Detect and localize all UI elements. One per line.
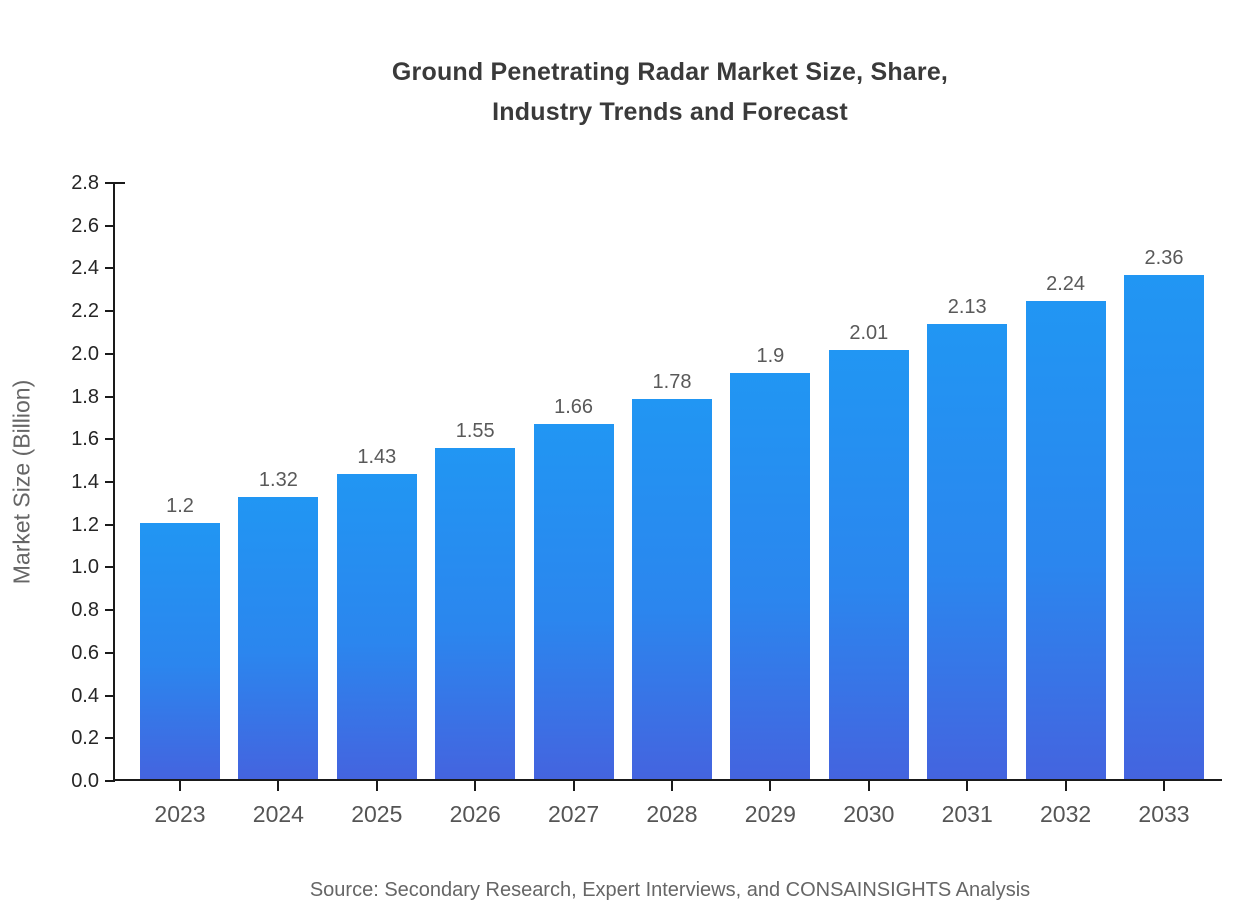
bar-value-label-2031: 2.13 — [947, 296, 987, 319]
y-tick-mark — [105, 651, 115, 654]
y-tick-label: 0.6 — [71, 641, 99, 664]
x-tick-label-2023: 2023 — [154, 801, 206, 827]
x-tick-label-2024: 2024 — [252, 801, 304, 827]
x-tick-mark — [966, 781, 969, 791]
x-tick-label-2025: 2025 — [351, 801, 403, 827]
y-tick-mark — [105, 352, 115, 355]
y-tick-label: 2.0 — [71, 342, 99, 365]
chart-title-line-2: Industry Trends and Forecast — [492, 98, 848, 126]
x-tick-label-2026: 2026 — [449, 801, 501, 827]
y-tick-mark — [105, 694, 115, 697]
bar-2033 — [1124, 274, 1204, 779]
y-axis-label-text: Market Size (Billion) — [8, 379, 35, 585]
x-tick-label-2030: 2030 — [843, 801, 895, 827]
bar-2030 — [828, 349, 909, 779]
bar-2028 — [632, 398, 712, 779]
bar-2032 — [1025, 300, 1106, 779]
bar-value-label-2024: 1.32 — [258, 469, 298, 492]
y-tick-label: 0.4 — [71, 684, 99, 707]
bar-value-label-2033: 2.36 — [1144, 246, 1184, 269]
x-tick-label-2029: 2029 — [744, 801, 796, 827]
y-tick-mark — [105, 310, 115, 313]
bar-2024 — [238, 497, 319, 779]
x-tick-mark — [1064, 781, 1067, 791]
source-note: Source: Secondary Research, Expert Inter… — [309, 879, 1031, 901]
x-tick-mark — [179, 781, 181, 791]
chart-title-line-1: Ground Penetrating Radar Market Size, Sh… — [391, 58, 949, 86]
y-tick-mark — [105, 395, 115, 398]
y-tick-mark — [105, 438, 115, 441]
y-tick-mark — [105, 224, 115, 227]
bar-value-label-2026: 1.55 — [455, 419, 495, 442]
y-tick-label: 1.2 — [71, 513, 99, 536]
bar-value-label-2032: 2.24 — [1046, 272, 1086, 295]
y-tick-mark — [105, 609, 115, 612]
y-tick-mark — [105, 737, 115, 740]
y-tick-label: 0.8 — [71, 599, 99, 622]
x-tick-mark — [769, 781, 772, 791]
y-tick-label: 0.0 — [71, 770, 99, 792]
y-tick-label: 1.8 — [71, 385, 99, 408]
x-tick-label-2032: 2032 — [1040, 801, 1092, 827]
y-tick-mark — [105, 780, 115, 782]
y-tick-label: 2.8 — [71, 172, 99, 194]
y-tick-label: 1.0 — [71, 556, 99, 579]
plot-area: 0.0 0.2 0.4 0.6 0.8 1.0 1.2 1.4 1.6 1.8 2.0 2.2 2.4 2… — [71, 172, 1222, 827]
bar-2023 — [140, 522, 220, 779]
bar-2031 — [927, 324, 1008, 779]
chart-title: Ground Penetrating Radar Market Size, Sh… — [0, 52, 1260, 132]
y-tick-mark — [105, 267, 115, 270]
bar-2026 — [435, 447, 516, 779]
x-tick-label-2027: 2027 — [548, 801, 600, 827]
y-tick-label: 2.6 — [71, 214, 99, 237]
bar-value-label-2030: 2.01 — [849, 321, 889, 344]
bar-2029 — [730, 373, 811, 779]
y-tick-mark — [105, 182, 115, 184]
bar-value-label-2028: 1.78 — [652, 370, 692, 393]
bar-2025 — [336, 473, 417, 779]
x-tick-mark — [572, 781, 575, 791]
bar-value-label-2025: 1.43 — [357, 445, 397, 468]
bar-2027 — [533, 424, 614, 779]
bar-value-label-2027: 1.66 — [554, 396, 594, 419]
y-tick-label: 0.2 — [71, 727, 99, 750]
y-tick-mark — [105, 481, 115, 483]
x-tick-label-2028: 2028 — [646, 801, 698, 827]
y-tick-label: 1.6 — [71, 428, 99, 451]
bar-value-label-2029: 1.9 — [756, 345, 785, 368]
y-tick-mark — [105, 566, 115, 569]
y-tick-label: 2.4 — [71, 257, 99, 280]
x-tick-mark — [867, 781, 870, 791]
x-tick-mark — [671, 781, 673, 791]
y-tick-label: 1.4 — [71, 471, 99, 493]
x-tick-label-2033: 2033 — [1138, 801, 1190, 827]
x-tick-mark — [277, 781, 280, 791]
y-tick-label: 2.2 — [71, 300, 99, 323]
x-tick-label-2031: 2031 — [941, 801, 993, 827]
x-tick-mark — [474, 781, 477, 791]
x-tick-mark — [1163, 781, 1165, 791]
bar-value-label-2023: 1.2 — [166, 494, 194, 517]
y-tick-mark — [105, 523, 115, 526]
x-tick-mark — [375, 781, 378, 791]
